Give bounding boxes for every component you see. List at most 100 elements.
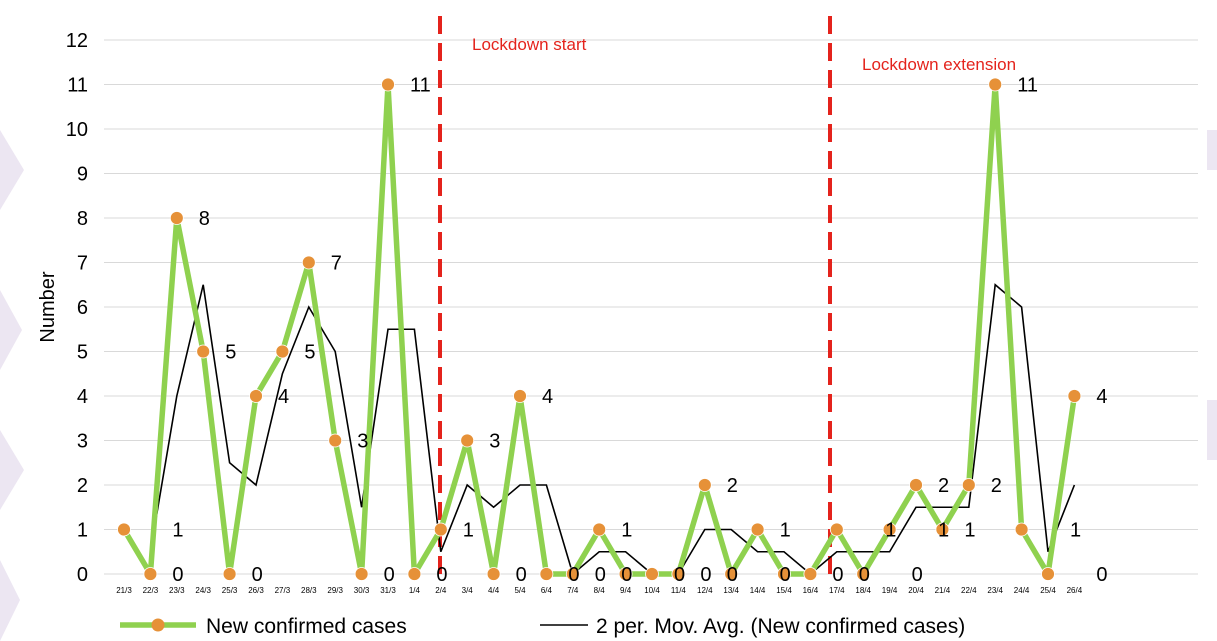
x-tick-30: 20/4	[908, 586, 924, 595]
point-32	[961, 478, 976, 492]
data-label-14: 0	[516, 564, 527, 586]
point-21	[671, 567, 686, 581]
legend-label-new-cases: New confirmed cases	[206, 615, 407, 638]
annotations: Lockdown start Lockdown extension	[438, 16, 1016, 576]
y-tick-9: 9	[77, 164, 88, 186]
data-label-16: 0	[568, 564, 579, 586]
point-23	[724, 567, 739, 581]
data-label-24: 0	[780, 564, 791, 586]
new-cases-series	[121, 81, 1078, 577]
decor-shape-3	[0, 560, 20, 641]
data-label-15: 4	[542, 386, 553, 408]
data-label-30: 1	[938, 520, 949, 542]
x-tick-26: 16/4	[803, 586, 819, 595]
point-34	[1014, 522, 1029, 537]
point-10	[381, 77, 395, 92]
point-7	[301, 255, 316, 270]
y-tick-0: 0	[77, 564, 88, 586]
x-tick-36: 26/4	[1067, 586, 1083, 595]
x-tick-6: 27/3	[275, 586, 291, 595]
data-label-27: 0	[859, 564, 870, 586]
data-label-21: 0	[700, 564, 711, 586]
data-label-26: 0	[832, 564, 843, 586]
annotation-text-1: Lockdown extension	[862, 55, 1016, 74]
x-tick-23: 13/4	[723, 586, 739, 595]
point-5	[249, 389, 263, 403]
point-13	[460, 433, 475, 448]
y-tick-4: 4	[77, 386, 88, 408]
annotation-text-0: Lockdown start	[472, 35, 587, 54]
data-label-6: 5	[304, 342, 315, 364]
data-label-20: 0	[674, 564, 685, 586]
data-label-22: 0	[727, 564, 738, 586]
point-28	[856, 567, 871, 581]
x-tick-22: 12/4	[697, 586, 713, 595]
point-36	[1067, 389, 1082, 403]
x-tick-31: 21/4	[935, 586, 951, 595]
data-label-36: 0	[1096, 564, 1107, 586]
y-tick-3: 3	[77, 431, 88, 453]
point-33	[988, 77, 1003, 92]
background-decoration	[0, 130, 1217, 641]
decor-shape-right-2	[1207, 400, 1217, 460]
x-tick-3: 24/3	[195, 586, 211, 595]
x-tick-9: 30/3	[354, 586, 370, 595]
data-label-19: 1	[621, 520, 632, 542]
point-29	[882, 522, 897, 537]
y-tick-12: 12	[66, 30, 88, 52]
y-tick-7: 7	[77, 253, 88, 275]
point-24	[750, 522, 765, 537]
point-25	[777, 567, 791, 581]
point-17	[565, 567, 580, 581]
data-label-4: 0	[252, 564, 263, 586]
new-cases-line	[121, 81, 1078, 577]
x-tick-20: 10/4	[644, 586, 660, 595]
data-label-5: 4	[278, 386, 289, 408]
point-2	[169, 211, 184, 225]
x-tick-10: 31/3	[380, 586, 396, 595]
data-label-13: 3	[489, 431, 500, 453]
y-tick-2: 2	[77, 475, 88, 497]
x-tick-33: 23/4	[987, 586, 1003, 595]
x-tick-29: 19/4	[882, 586, 898, 595]
x-tick-0: 21/3	[116, 586, 132, 595]
data-label-32: 1	[964, 520, 975, 542]
x-tick-12: 2/4	[435, 586, 447, 595]
data-label-25: 1	[780, 520, 791, 542]
data-label-10: 11	[410, 75, 431, 97]
point-30	[909, 478, 923, 492]
x-tick-27: 17/4	[829, 586, 845, 595]
x-tick-11: 1/4	[409, 586, 421, 595]
data-label-3: 5	[225, 342, 236, 364]
data-label-28: 1	[885, 520, 896, 542]
x-tick-4: 25/3	[222, 586, 238, 595]
y-tick-10: 10	[66, 119, 88, 141]
x-tick-7: 28/3	[301, 586, 317, 595]
point-16	[539, 567, 554, 581]
point-26	[803, 567, 818, 581]
gridlines	[104, 39, 1198, 575]
decor-shape-2	[0, 430, 24, 510]
data-label-2: 8	[199, 208, 210, 230]
legend-label-moving-average: 2 per. Mov. Avg. (New confirmed cases)	[596, 615, 965, 638]
point-20	[645, 567, 659, 581]
point-35	[1041, 567, 1055, 581]
data-label-0: 1	[172, 520, 183, 542]
decor-shape-0	[0, 130, 24, 210]
data-label-31: 2	[938, 475, 949, 497]
point-1	[143, 567, 158, 581]
point-4	[222, 567, 237, 581]
x-tick-15: 5/4	[514, 586, 526, 595]
point-19	[618, 567, 633, 581]
x-tick-35: 25/4	[1040, 586, 1056, 595]
data-label-29: 0	[912, 564, 923, 586]
data-label-11: 0	[436, 564, 447, 586]
data-label-8: 3	[357, 431, 368, 453]
data-label-12: 1	[463, 520, 474, 542]
data-label-7: 7	[331, 253, 342, 275]
x-tick-28: 18/4	[855, 586, 871, 595]
point-14	[486, 567, 501, 581]
